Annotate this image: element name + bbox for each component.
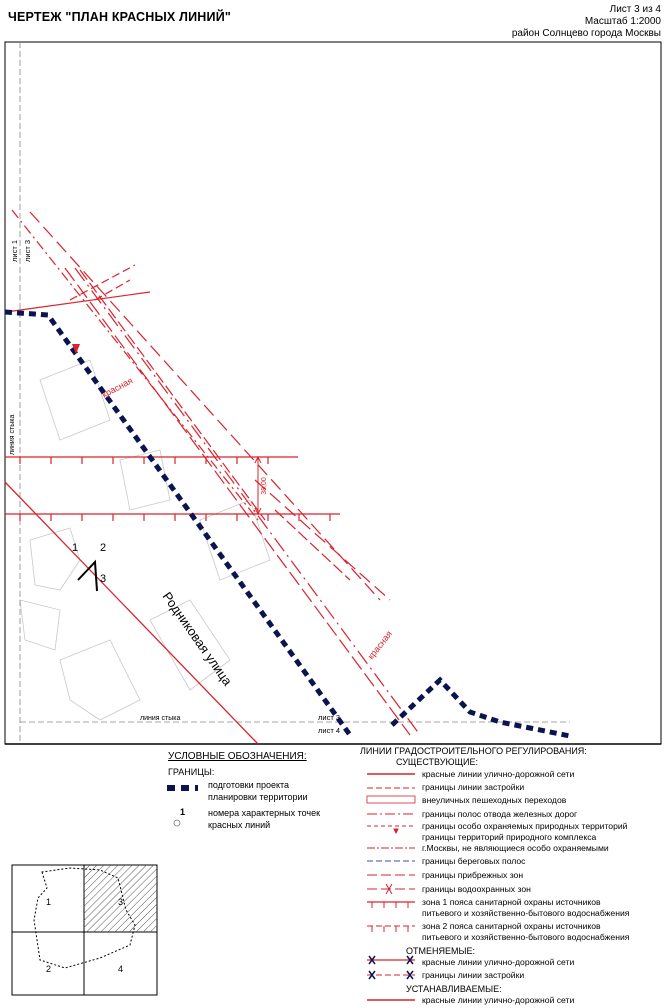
red-line-label-1: красная: [100, 375, 134, 400]
district-label: район Солнцево города Москвы: [511, 28, 661, 39]
dimension-arrow-top: [254, 455, 262, 464]
regulation-cancelled-2: границы линии застройки: [422, 970, 525, 980]
legend-boundary-line1: подготовки проекта: [208, 780, 290, 790]
junction-lines: [19, 42, 570, 744]
legend-boundary-line2: планировки территории: [208, 792, 308, 802]
legend-point-icon: [173, 819, 181, 827]
legend-cancelled-symbols: [367, 955, 415, 980]
regulation-existing-item: г.Москвы, не являющиеся особо охраняемым…: [422, 843, 609, 853]
regulation-established: УСТАНАВЛИВАЕМЫЕ:: [406, 984, 502, 994]
regulation-existing-item: питьевого и хозяйственно-бытового водосн…: [422, 932, 630, 942]
legend-point-symbol: 1: [180, 807, 186, 817]
regulation-existing: СУЩЕСТВУЮЩИЕ:: [396, 757, 478, 767]
red-line-i: [274, 509, 351, 581]
scale-label: Масштаб 1:2000: [584, 16, 661, 27]
regulation-existing-item: границы особо охраняемых природных терри…: [422, 821, 628, 831]
regulation-existing-item: зона 2 пояса санитарной охраны источнико…: [422, 921, 601, 931]
drawing-title: ЧЕРТЕЖ "ПЛАН КРАСНЫХ ЛИНИЙ": [8, 10, 232, 24]
street-name: Родниковая улица: [160, 589, 236, 689]
red-line-h: [94, 279, 131, 301]
red-line-a: [11, 209, 259, 521]
index-map: 1 2 3 4: [11, 864, 158, 996]
red-line-g: [69, 264, 136, 301]
red-line-e: [79, 269, 266, 521]
regulation-existing-item: границы прибрежных зон: [422, 870, 524, 880]
regulation-existing-item: зона 1 пояса санитарной охраны источнико…: [422, 897, 601, 907]
sheet-label-1: лист 1: [10, 240, 19, 262]
red-line-b: [29, 211, 381, 601]
sheet-label-3b: лист 3: [318, 713, 340, 722]
regulation-cancelled: ОТМЕНЯЕМЫЕ:: [406, 946, 475, 956]
background-buildings: [19, 359, 271, 721]
regulation-existing-item: границы территорий природного комплекса: [422, 832, 597, 842]
junction-label-bottom: линия стыка: [140, 715, 180, 722]
project-boundary-main: [4, 309, 353, 737]
legend-points-line2: красных линий: [208, 820, 271, 830]
legend-title: УСЛОВНЫЕ ОБОЗНАЧЕНИЯ:: [168, 751, 307, 762]
sheet-number: Лист 3 из 4: [609, 4, 661, 15]
established-red-line: [4, 481, 259, 745]
red-line-c: [74, 267, 421, 736]
regulation-cancelled-1: красные линии улично-дорожной сети: [422, 957, 575, 967]
sheet-label-3: лист 3: [23, 240, 32, 262]
red-marker-icon: [72, 344, 80, 354]
project-boundary-east: [390, 676, 571, 739]
regulation-existing-item: питьевого и хозяйственно-бытового водосн…: [422, 908, 630, 918]
existing-red-lines: [5, 209, 421, 736]
point-label-1: 1: [72, 542, 78, 554]
red-line-label-2: красная: [366, 629, 394, 661]
dimension-arrow-bottom: [254, 507, 262, 516]
regulation-established-1: красные линии улично-дорожной сети: [422, 995, 575, 1005]
red-line-j: [254, 479, 391, 601]
red-line-d: [64, 267, 411, 736]
red-line-f: [5, 291, 151, 313]
legend-points-line1: номера характерных точек: [208, 808, 321, 818]
point-label-2: 2: [100, 542, 106, 554]
legend-regulation-symbols: [366, 773, 416, 932]
junction-label-left: линия стыка: [9, 415, 16, 455]
regulation-existing-item: внеуличных пешеходных переходов: [422, 795, 567, 805]
point-label-3: 3: [100, 573, 106, 585]
index-map-boundary: [33, 867, 136, 969]
legend-borders-heading: ГРАНИЦЫ:: [168, 767, 215, 777]
regulation-existing-item: красные линии улично-дорожной сети: [422, 769, 575, 779]
regulation-existing-item: границы линии застройки: [422, 782, 525, 792]
index-cell-1: 1: [46, 897, 51, 907]
sheet-label-4: лист 4: [318, 726, 340, 735]
index-cell-2: 2: [46, 964, 51, 974]
regulation-title: ЛИНИИ ГРАДОСТРОИТЕЛЬНОГО РЕГУЛИРОВАНИЯ:: [360, 746, 587, 756]
index-cell-3: 3: [118, 897, 123, 907]
index-cell-4: 4: [118, 964, 123, 974]
dimension-value: 38,00: [261, 477, 268, 495]
regulation-existing-item: границы береговых полос: [422, 856, 526, 866]
points-corner: [77, 559, 98, 592]
regulation-existing-item: границы полос отвода железных дорог: [422, 809, 578, 819]
regulation-existing-item: границы водоохранных зон: [422, 884, 531, 894]
